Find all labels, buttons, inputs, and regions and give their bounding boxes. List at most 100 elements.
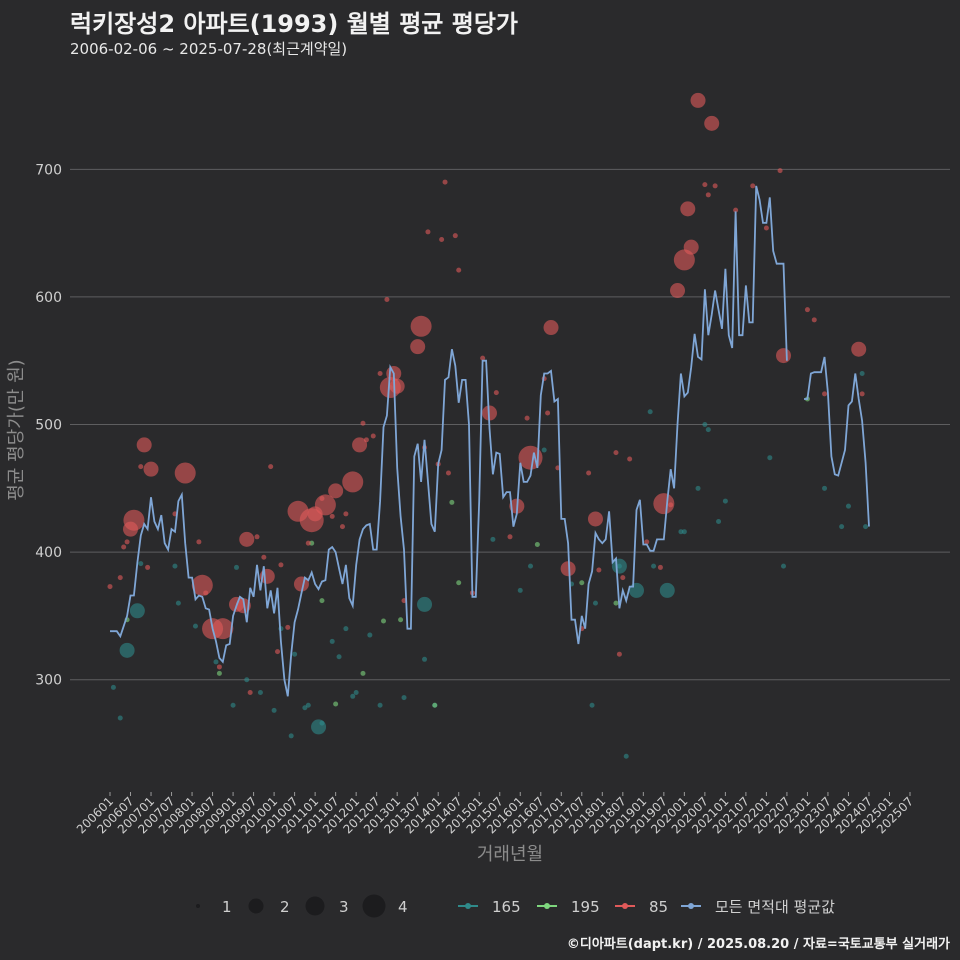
scatter-point-85 bbox=[859, 391, 865, 397]
scatter-point-85 bbox=[285, 624, 291, 630]
scatter-point-165 bbox=[659, 582, 675, 598]
scatter-point-85 bbox=[627, 456, 633, 462]
legend-series-dot bbox=[688, 903, 694, 909]
scatter-point-85 bbox=[524, 415, 530, 421]
scatter-point-165 bbox=[129, 603, 145, 619]
scatter-point-85 bbox=[673, 249, 695, 271]
scatter-point-195 bbox=[398, 617, 404, 623]
scatter-point-165 bbox=[230, 702, 236, 708]
scatter-point-85 bbox=[410, 315, 432, 337]
scatter-point-165 bbox=[233, 564, 239, 570]
scatter-point-85 bbox=[804, 307, 810, 313]
legend-size-label: 4 bbox=[398, 898, 408, 916]
scatter-point-85 bbox=[203, 590, 209, 596]
legend-size-label: 3 bbox=[339, 898, 349, 916]
scatter-point-195 bbox=[449, 499, 455, 505]
legend-series-dot bbox=[465, 903, 471, 909]
scatter-point-85 bbox=[480, 355, 486, 361]
legend-series-label: 195 bbox=[571, 898, 600, 916]
scatter-point-165 bbox=[329, 638, 335, 644]
scatter-point-165 bbox=[422, 656, 428, 662]
legend: 1 2 3 4 165 195 85 모든 면적대 평균값 bbox=[196, 894, 835, 918]
scatter-point-85 bbox=[143, 461, 159, 477]
scatter-point-165 bbox=[822, 485, 828, 491]
scatter-point-165 bbox=[647, 409, 653, 415]
scatter-point-85 bbox=[389, 378, 405, 394]
scatter-point-85 bbox=[596, 567, 602, 573]
chart-subtitle: 2006-02-06 ~ 2025-07-28(최근계약일) bbox=[70, 40, 348, 58]
y-tick-labels: 300 400 500 600 700 bbox=[35, 162, 62, 688]
legend-size-label: 1 bbox=[222, 898, 232, 916]
scatter-point-85 bbox=[705, 192, 711, 198]
scatter-point-195 bbox=[360, 670, 366, 676]
scatter-point-195 bbox=[432, 702, 438, 708]
legend-size-key bbox=[362, 894, 386, 918]
scatter-point-165 bbox=[628, 582, 644, 598]
scatter-point-85 bbox=[328, 483, 344, 499]
scatter-point-85 bbox=[543, 320, 559, 336]
scatter-point-165 bbox=[257, 689, 263, 695]
scatter-point-195 bbox=[333, 701, 339, 707]
scatter-point-165 bbox=[651, 563, 657, 569]
scatter-point-85 bbox=[235, 598, 251, 614]
scatter-point-195 bbox=[216, 670, 222, 676]
scatter-point-165 bbox=[292, 651, 298, 657]
scatter-point-85 bbox=[811, 317, 817, 323]
scatter-point-85 bbox=[851, 341, 867, 357]
chart-title: 럭키장성2 아파트(1993) 월별 평균 평당가 bbox=[70, 10, 518, 38]
scatter-point-85 bbox=[314, 494, 336, 516]
scatter-point-165 bbox=[377, 702, 383, 708]
scatter-point-85 bbox=[254, 534, 260, 540]
y-axis-label: 평균 평당가(만 원) bbox=[6, 359, 27, 500]
grid bbox=[70, 168, 950, 681]
y-tick-label: 400 bbox=[35, 545, 62, 561]
scatter-point-165 bbox=[705, 427, 711, 433]
scatter-point-85 bbox=[343, 511, 349, 517]
scatter-point-85 bbox=[121, 544, 127, 550]
scatter-point-85 bbox=[587, 511, 603, 527]
scatter-point-165 bbox=[302, 705, 308, 711]
scatter-point-85 bbox=[363, 437, 369, 443]
scatter-point-85 bbox=[683, 239, 699, 255]
scatter-point-85 bbox=[124, 539, 130, 545]
scatter-point-85 bbox=[702, 182, 708, 188]
scatter-point-195 bbox=[613, 600, 619, 606]
scatter-point-165 bbox=[695, 485, 701, 491]
scatter-point-85 bbox=[668, 502, 674, 508]
scatter-point-165 bbox=[288, 733, 294, 739]
scatter-point-85 bbox=[442, 179, 448, 185]
scatter-point-195 bbox=[309, 540, 315, 546]
average-series-line bbox=[804, 356, 870, 527]
scatter-point-85 bbox=[560, 561, 576, 577]
scatter-point-165 bbox=[616, 563, 622, 569]
scatter-point-165 bbox=[119, 642, 135, 658]
scatter-point-165 bbox=[350, 693, 356, 699]
scatter-point-195 bbox=[381, 618, 387, 624]
scatter-point-165 bbox=[839, 524, 845, 530]
scatter-points bbox=[107, 92, 869, 759]
scatter-point-165 bbox=[541, 447, 547, 453]
scatter-point-165 bbox=[138, 561, 144, 567]
scatter-point-85 bbox=[822, 391, 828, 397]
scatter-point-85 bbox=[123, 509, 145, 531]
scatter-point-85 bbox=[644, 539, 650, 545]
scatter-point-165 bbox=[401, 695, 407, 701]
scatter-point-85 bbox=[174, 462, 196, 484]
legend-series-label: 165 bbox=[492, 898, 521, 916]
scatter-point-165 bbox=[681, 529, 687, 535]
scatter-point-85 bbox=[377, 370, 383, 376]
scatter-point-165 bbox=[490, 536, 496, 542]
scatter-point-165 bbox=[353, 689, 359, 695]
scatter-point-85 bbox=[305, 540, 311, 546]
scatter-point-165 bbox=[343, 626, 349, 632]
scatter-point-85 bbox=[410, 339, 426, 355]
scatter-point-165 bbox=[367, 632, 373, 638]
scatter-point-165 bbox=[722, 498, 728, 504]
scatter-point-165 bbox=[175, 600, 181, 606]
legend-series-label: 모든 면적대 평균값 bbox=[715, 898, 835, 916]
scatter-point-85 bbox=[145, 564, 151, 570]
x-axis-label: 거래년월 bbox=[477, 844, 543, 865]
scatter-point-85 bbox=[670, 283, 686, 299]
scatter-point-85 bbox=[196, 539, 202, 545]
scatter-point-85 bbox=[653, 493, 675, 515]
